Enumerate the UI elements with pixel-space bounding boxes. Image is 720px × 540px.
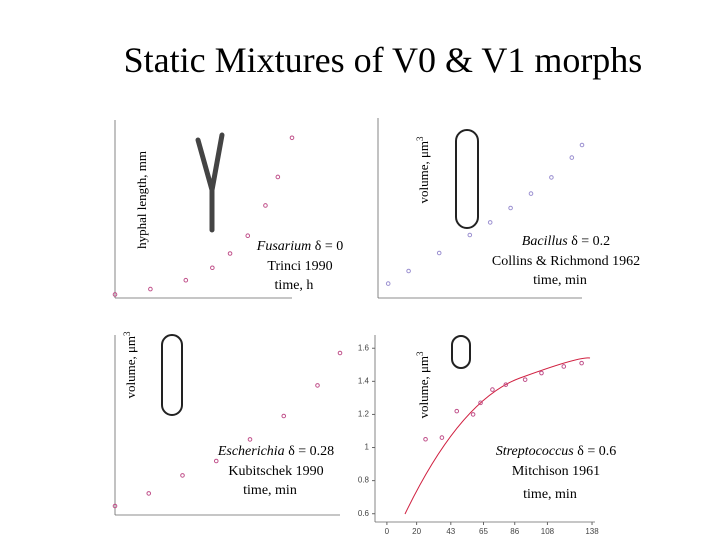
point <box>503 382 509 387</box>
point <box>579 360 584 366</box>
point <box>385 281 391 286</box>
y-tick-label: 1 <box>365 443 370 452</box>
organism: Escherichia <box>217 444 285 459</box>
point <box>245 233 251 238</box>
point <box>148 286 153 292</box>
point <box>467 232 473 238</box>
point <box>439 435 445 440</box>
point <box>315 383 320 388</box>
point <box>112 503 118 509</box>
point <box>275 174 281 180</box>
y-label-sup: 3 <box>415 136 425 141</box>
point <box>454 408 460 414</box>
point <box>508 205 513 211</box>
delta: δ = 0.6 <box>577 444 616 459</box>
point <box>183 277 189 283</box>
y-axis-label: volume, μm3 <box>122 331 138 399</box>
point <box>112 292 118 297</box>
delta: δ = 0 <box>315 239 344 254</box>
point <box>406 268 411 274</box>
organism: Bacillus <box>522 234 568 249</box>
x-axis-label: time, min <box>243 483 297 498</box>
y-axis-label: volume, μm3 <box>415 136 431 204</box>
x-tick-label: 108 <box>541 527 555 536</box>
annotation: Bacillus δ = 0.2 <box>522 234 610 249</box>
point <box>522 377 528 382</box>
point <box>210 265 215 271</box>
x-tick-label: 138 <box>585 527 599 536</box>
y-tick-label: 0.8 <box>358 476 370 485</box>
point <box>247 437 253 442</box>
point <box>263 203 268 208</box>
point <box>569 155 575 160</box>
x-tick-label: 0 <box>385 527 390 536</box>
point <box>146 491 152 496</box>
y-label-text: hyphal length, mm <box>134 151 149 249</box>
point <box>213 458 219 464</box>
y-axis-label: volume, μm3 <box>415 351 431 419</box>
organism: Fusarium <box>256 239 311 254</box>
source: Kubitschek 1990 <box>228 464 323 479</box>
y-tick-label: 1.4 <box>358 376 370 385</box>
annotation: Escherichia δ = 0.28 <box>217 444 334 459</box>
y-label-text: volume, μm <box>123 336 138 399</box>
annotation: Fusarium δ = 0 <box>256 239 343 254</box>
x-tick-label: 20 <box>412 527 421 536</box>
point <box>487 220 493 225</box>
y-axis-label: hyphal length, mm <box>134 151 149 249</box>
y-tick-label: 1.2 <box>358 410 370 419</box>
point <box>470 412 476 417</box>
y-label-text: volume, μm <box>416 141 431 204</box>
point <box>423 436 428 442</box>
point <box>281 413 287 419</box>
point <box>528 191 534 196</box>
point <box>561 364 567 369</box>
x-axis-label: time, min <box>533 273 587 288</box>
point <box>490 387 495 392</box>
y-tick-label: 0.6 <box>358 509 370 518</box>
x-tick-label: 86 <box>510 527 519 536</box>
x-tick-label: 65 <box>479 527 488 536</box>
delta: δ = 0.2 <box>571 234 610 249</box>
slide-title: Static Mixtures of V0 & V1 morphs <box>124 40 643 80</box>
point <box>180 473 185 478</box>
point <box>539 370 544 376</box>
organism: Streptococcus <box>496 444 575 459</box>
strep-sketch <box>451 335 471 369</box>
point <box>579 142 585 148</box>
y-label-text: volume, μm <box>416 356 431 419</box>
y-label-sup: 3 <box>415 351 425 356</box>
point <box>227 251 233 256</box>
annotation: Streptococcus δ = 0.6 <box>496 444 617 459</box>
ecoli-sketch <box>161 334 183 416</box>
point <box>549 175 554 180</box>
point <box>478 400 483 406</box>
x-tick-label: 43 <box>446 527 455 536</box>
source: Mitchison 1961 <box>512 464 600 479</box>
source: Trinci 1990 <box>267 259 332 274</box>
point <box>289 135 295 141</box>
point <box>436 250 442 256</box>
point <box>337 350 343 356</box>
x-axis-label: time, h <box>275 278 314 293</box>
bacillus-sketch <box>455 129 479 229</box>
y-label-sup: 3 <box>122 331 132 336</box>
source: Collins & Richmond 1962 <box>492 254 640 269</box>
x-axis-label: time, min <box>523 487 577 502</box>
y-tick-label: 1.6 <box>358 343 370 352</box>
hypha-sketch <box>195 132 225 233</box>
delta: δ = 0.28 <box>288 444 334 459</box>
